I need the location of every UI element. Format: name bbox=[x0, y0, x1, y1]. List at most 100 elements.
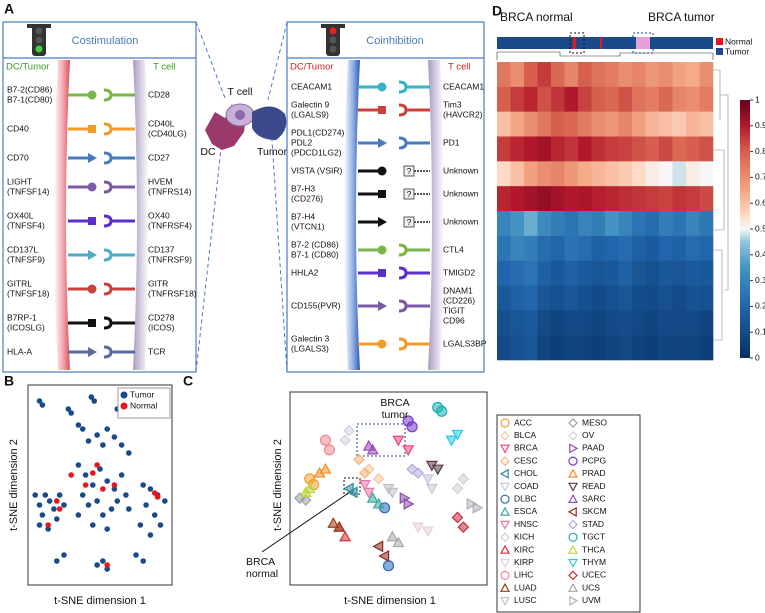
heatmap-cell bbox=[524, 285, 538, 311]
heatmap-cell bbox=[564, 136, 579, 162]
ligand-label: (ICOSLG) bbox=[7, 322, 45, 332]
heatmap-cell bbox=[551, 62, 565, 88]
heatmap-cell bbox=[551, 285, 565, 311]
annotation: BRCA tumor bbox=[648, 10, 715, 24]
heatmap-cell bbox=[591, 86, 606, 112]
legend-marker bbox=[567, 482, 579, 492]
heatmap-cell bbox=[510, 136, 525, 162]
heatmap-cell bbox=[618, 161, 633, 187]
data-point bbox=[94, 562, 100, 568]
heatmap-cell bbox=[699, 86, 714, 112]
heatmap-cell bbox=[686, 285, 700, 311]
data-point bbox=[143, 502, 149, 508]
heatmap-cell bbox=[578, 260, 592, 286]
legend-label: STAD bbox=[582, 519, 604, 529]
heatmap-cell bbox=[672, 285, 687, 311]
heatmap-cell bbox=[510, 111, 525, 137]
annotation: BRCA bbox=[246, 556, 275, 568]
data-point bbox=[56, 506, 63, 512]
legend-marker bbox=[567, 493, 579, 503]
unknown-icon-label: ? bbox=[407, 189, 412, 199]
legend-label: UCS bbox=[582, 582, 600, 592]
heatmap-cell bbox=[537, 285, 552, 311]
heatmap-cell bbox=[524, 310, 538, 336]
ligand-label: B7-H4 bbox=[291, 211, 315, 221]
heatmap-cell bbox=[659, 211, 673, 237]
heatmap-cell bbox=[537, 211, 552, 237]
data-point bbox=[82, 472, 89, 478]
heatmap-cell bbox=[537, 86, 552, 112]
data-point bbox=[421, 474, 434, 486]
receptor-label: (CD40LG) bbox=[148, 128, 187, 138]
heatmap-cell bbox=[591, 62, 606, 88]
ligand-head bbox=[377, 166, 387, 176]
heatmap-cell bbox=[497, 111, 511, 137]
heatmap-cell bbox=[578, 136, 592, 162]
legend-label: ESCA bbox=[514, 506, 537, 516]
legend-marker bbox=[499, 597, 511, 607]
heatmap-cell bbox=[510, 211, 525, 237]
receptor-label: CEACAM1 bbox=[443, 81, 484, 91]
data-point bbox=[133, 552, 139, 558]
heatmap-cell bbox=[618, 186, 633, 212]
data-point bbox=[94, 498, 100, 504]
heatmap-cell bbox=[686, 235, 700, 261]
heatmap-cell bbox=[632, 260, 646, 286]
ligand-head bbox=[378, 217, 387, 227]
data-point bbox=[91, 398, 98, 404]
data-point bbox=[303, 482, 316, 494]
legend-label: THYM bbox=[582, 557, 606, 567]
ligand-label: (TNFSF14) bbox=[7, 186, 50, 196]
data-point bbox=[392, 435, 405, 447]
legend-marker bbox=[500, 570, 510, 581]
legend-marker bbox=[568, 456, 578, 466]
heatmap-cell bbox=[497, 310, 511, 336]
annotation: normal bbox=[246, 568, 278, 580]
legend-marker bbox=[499, 444, 511, 454]
legend-label: Normal bbox=[130, 400, 158, 410]
legend-label: PAAD bbox=[582, 443, 605, 453]
heatmap-cell bbox=[632, 211, 646, 237]
data-point bbox=[61, 502, 67, 508]
legend-label: OV bbox=[582, 430, 595, 440]
heatmap-cell bbox=[578, 285, 592, 311]
receptor-label: CD96 bbox=[443, 315, 465, 325]
legend-label: UVM bbox=[582, 595, 601, 605]
ligand-head bbox=[88, 153, 97, 163]
data-point bbox=[36, 398, 43, 404]
legend-label: DLBC bbox=[514, 493, 537, 503]
legend-marker bbox=[120, 402, 128, 410]
heatmap-cell bbox=[659, 235, 673, 261]
panel-label: D bbox=[492, 3, 502, 19]
heatmap-cell bbox=[537, 335, 552, 361]
legend-marker bbox=[568, 519, 578, 530]
ligand-head bbox=[88, 347, 97, 357]
ligand-label: (TNFSF4) bbox=[7, 220, 45, 230]
heatmap-cell bbox=[591, 186, 606, 212]
data-point bbox=[104, 526, 110, 532]
data-point bbox=[108, 506, 115, 512]
heatmap-cell bbox=[686, 260, 700, 286]
heatmap-cell bbox=[618, 62, 633, 88]
heatmap-cell bbox=[618, 335, 633, 361]
heatmap-cell bbox=[537, 186, 552, 212]
data-point bbox=[39, 402, 46, 408]
receptor-label: TCR bbox=[148, 346, 165, 356]
unknown-icon-label: ? bbox=[407, 217, 412, 227]
heatmap-cell bbox=[686, 186, 700, 212]
ligand-label: HLA-A bbox=[7, 346, 32, 356]
heatmap-cell bbox=[659, 260, 673, 286]
heatmap-cell bbox=[578, 211, 592, 237]
panel-label: A bbox=[4, 1, 14, 17]
heatmap-cell bbox=[632, 285, 646, 311]
legend-label: LUSC bbox=[514, 595, 537, 605]
heatmap-cell bbox=[699, 235, 714, 261]
data-point bbox=[97, 466, 103, 472]
heatmap-cell bbox=[537, 62, 552, 88]
heatmap-cell bbox=[564, 260, 579, 286]
ligand-label: B7-2(CD86) bbox=[7, 84, 53, 94]
ligand-label: CD137L bbox=[7, 244, 38, 254]
heatmap-cell bbox=[578, 335, 592, 361]
heatmap-cell bbox=[578, 161, 592, 187]
data-point bbox=[100, 442, 106, 448]
